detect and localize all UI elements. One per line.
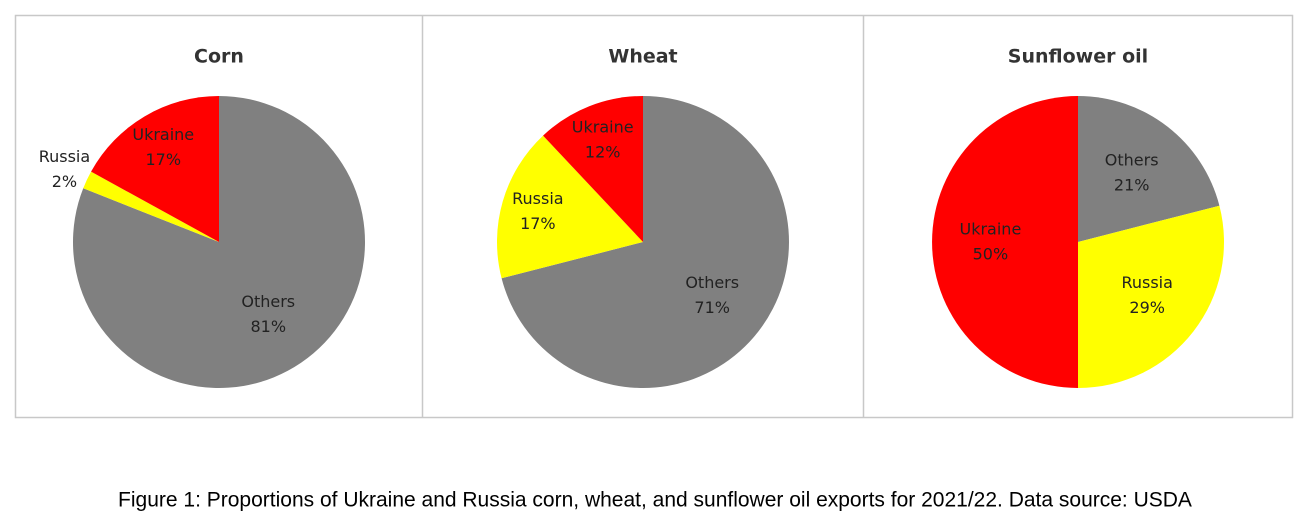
pie-slice: [1078, 205, 1224, 388]
pie-slice: [501, 96, 789, 389]
caption: Figure 1: Proportions of Ukraine and Rus…: [118, 489, 1192, 512]
pie-slice: [932, 96, 1078, 388]
chart-title: Corn: [194, 46, 244, 68]
slice-label: Ukraine: [132, 125, 194, 144]
chart-title: Sunflower oil: [1008, 46, 1148, 68]
slice-label: Ukraine: [960, 220, 1022, 239]
pie-slice: [1078, 96, 1220, 242]
slice-label: Russia: [1121, 273, 1172, 292]
slice-value: 12%: [585, 143, 621, 162]
slice-label: Others: [685, 273, 739, 292]
slice-label: Others: [1105, 150, 1159, 169]
slice-value: 81%: [250, 317, 286, 336]
slice-value: 50%: [973, 245, 1009, 264]
pie-slice: [83, 171, 220, 242]
slice-value: 21%: [1114, 175, 1150, 194]
slice-value: 29%: [1129, 298, 1165, 317]
slice-label: Others: [241, 292, 295, 311]
pie-slice: [72, 96, 366, 388]
slice-label: Russia: [39, 147, 90, 166]
pie-slice: [543, 96, 643, 242]
slice-value: 17%: [520, 214, 556, 233]
slice-value: 17%: [145, 150, 181, 169]
pie-slice: [497, 135, 643, 279]
chart-title: Wheat: [608, 46, 677, 68]
slice-label: Russia: [512, 189, 563, 208]
slice-value: 2%: [52, 172, 77, 191]
pie-slice: [91, 96, 219, 242]
slice-label: Ukraine: [572, 118, 634, 137]
slice-value: 71%: [694, 298, 730, 317]
